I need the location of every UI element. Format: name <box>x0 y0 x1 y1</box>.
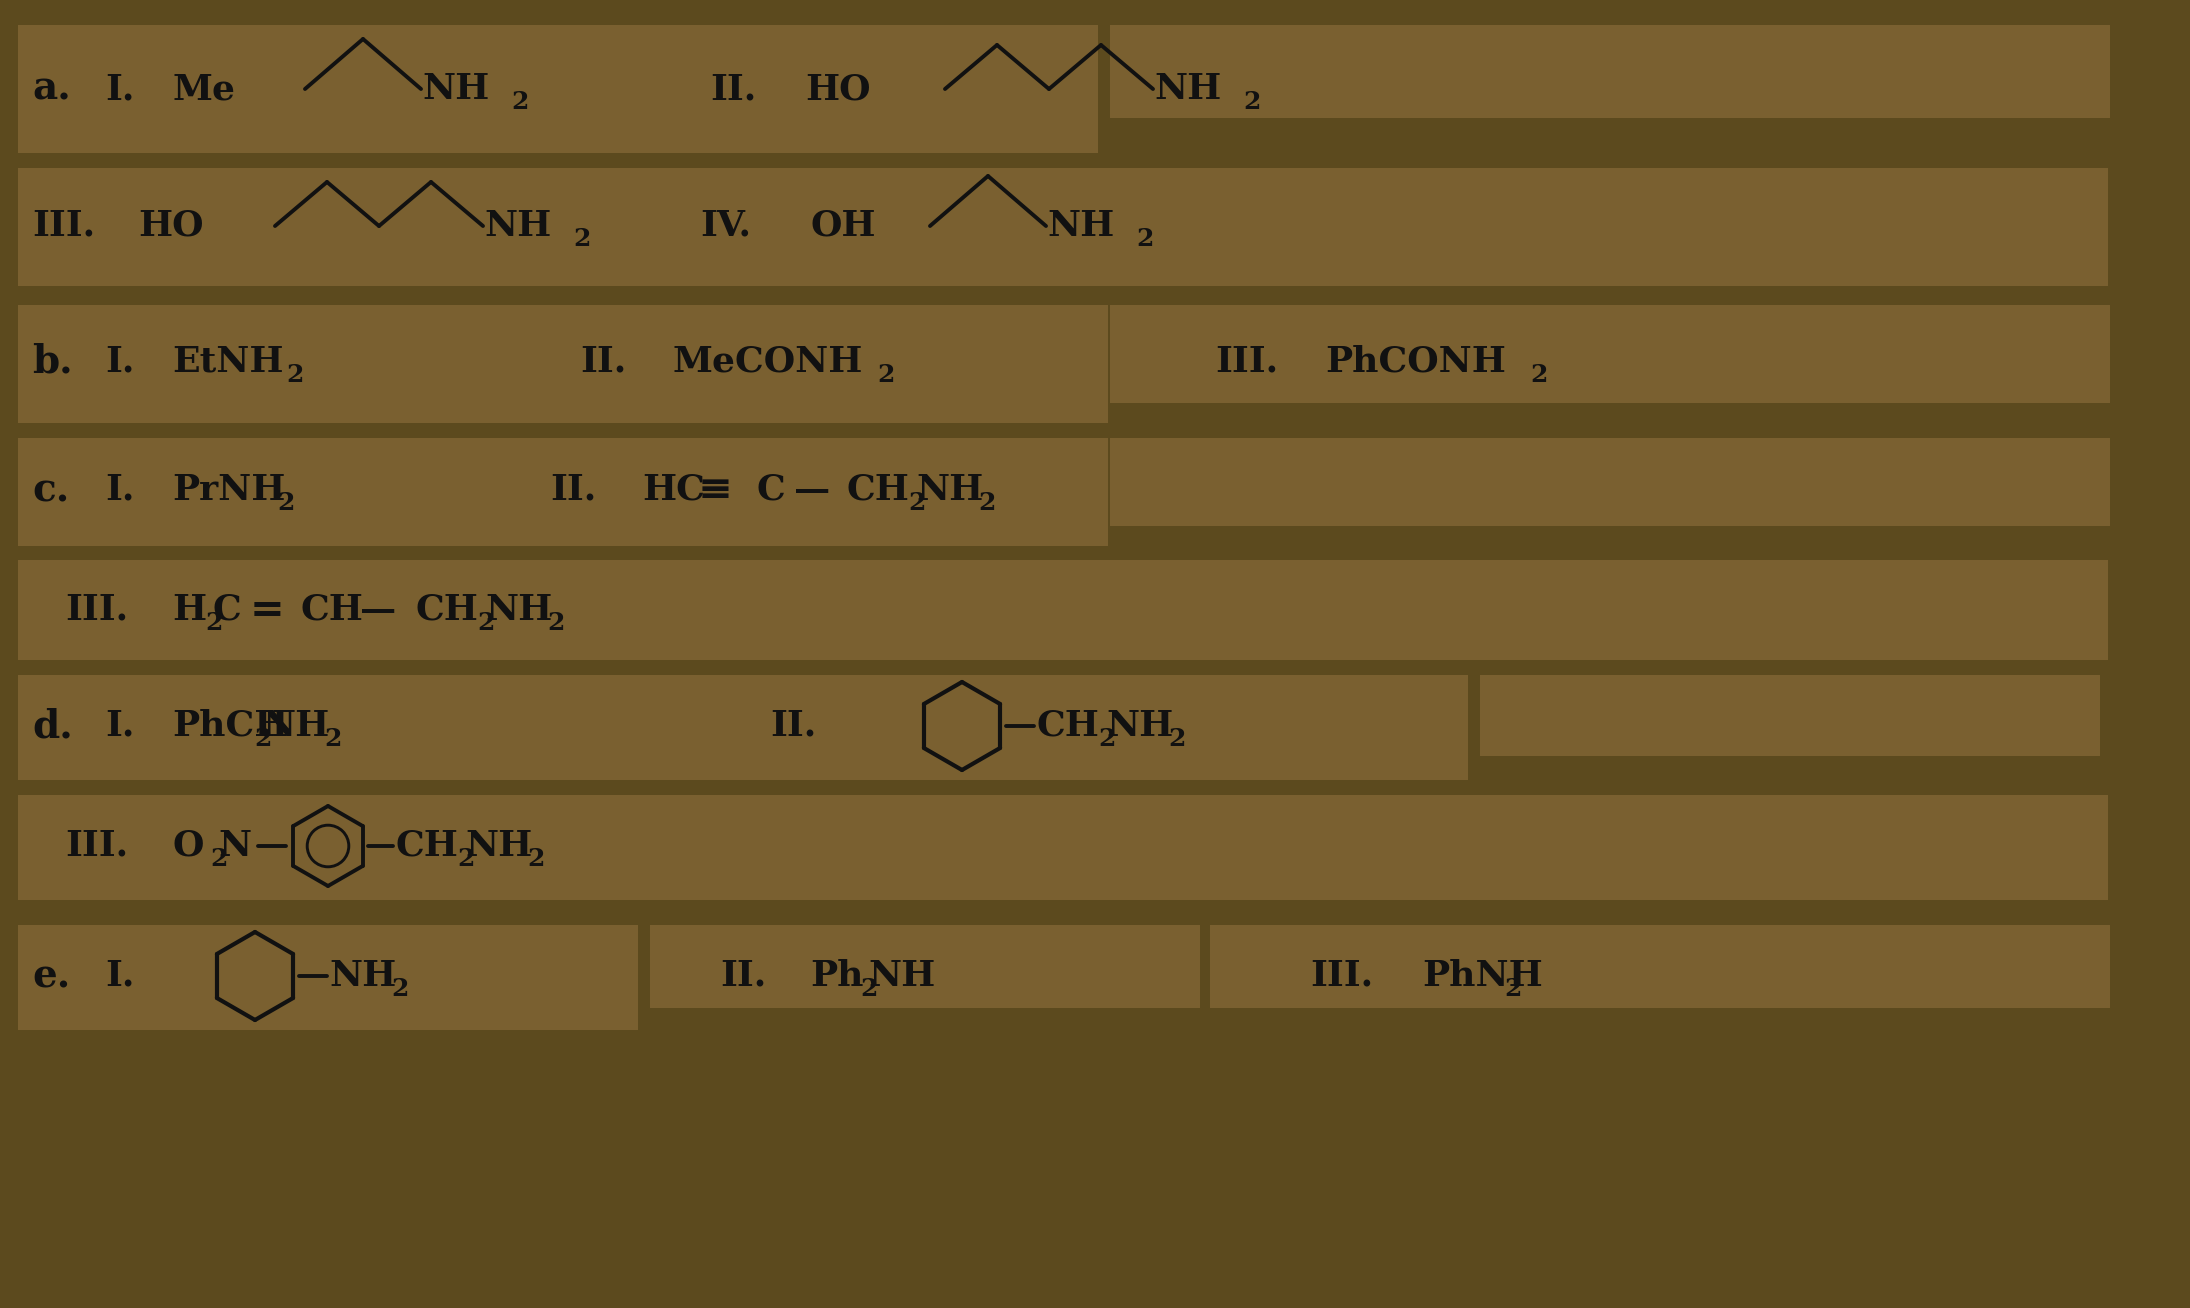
Text: 2: 2 <box>528 848 545 871</box>
Text: 2: 2 <box>477 611 495 634</box>
Text: 2: 2 <box>324 727 342 751</box>
Text: C: C <box>756 473 784 508</box>
Text: NH: NH <box>484 209 552 243</box>
Text: NH: NH <box>1154 72 1222 106</box>
FancyBboxPatch shape <box>18 560 2109 661</box>
Text: 2: 2 <box>1137 228 1154 251</box>
Text: CH: CH <box>414 593 477 627</box>
Text: b.: b. <box>33 343 72 381</box>
Text: 2: 2 <box>1167 727 1185 751</box>
Text: C: C <box>212 593 241 627</box>
Text: NH: NH <box>328 959 396 993</box>
Text: 2: 2 <box>979 490 996 515</box>
Text: NH: NH <box>1106 709 1174 743</box>
Text: e.: e. <box>33 957 70 995</box>
Text: 2: 2 <box>876 364 894 387</box>
Text: O: O <box>173 829 204 863</box>
Text: HO: HO <box>138 209 204 243</box>
Text: PhNH: PhNH <box>1421 959 1542 993</box>
Text: I.: I. <box>105 72 134 106</box>
Text: NH: NH <box>1047 209 1115 243</box>
Text: CH: CH <box>394 829 458 863</box>
Text: H: H <box>173 593 206 627</box>
Text: III.: III. <box>66 593 129 627</box>
Text: 2: 2 <box>254 727 272 751</box>
FancyBboxPatch shape <box>18 25 1097 153</box>
Text: NH: NH <box>484 593 552 627</box>
Text: N: N <box>219 829 252 863</box>
FancyBboxPatch shape <box>1480 675 2100 756</box>
Text: 2: 2 <box>1505 977 1522 1001</box>
Text: PhCONH: PhCONH <box>1325 345 1507 379</box>
Text: CH: CH <box>300 593 364 627</box>
Text: —: — <box>359 593 396 627</box>
Text: NH: NH <box>263 709 328 743</box>
Text: Ph: Ph <box>810 959 863 993</box>
Text: d.: d. <box>33 708 72 746</box>
Text: c.: c. <box>33 471 70 509</box>
Text: CH: CH <box>845 473 909 508</box>
Text: PhCH: PhCH <box>173 709 289 743</box>
Text: HO: HO <box>806 72 869 106</box>
Text: 2: 2 <box>392 977 407 1001</box>
Text: 2: 2 <box>206 611 223 634</box>
Text: NH: NH <box>464 829 532 863</box>
Text: 2: 2 <box>1244 90 1261 114</box>
Text: 2: 2 <box>276 490 293 515</box>
Text: II.: II. <box>721 959 766 993</box>
Text: 2: 2 <box>1097 727 1115 751</box>
Text: EtNH: EtNH <box>173 345 283 379</box>
Text: 2: 2 <box>1531 364 1548 387</box>
Text: HC: HC <box>642 473 705 508</box>
Text: 2: 2 <box>548 611 565 634</box>
Text: a.: a. <box>33 71 70 109</box>
Text: NH: NH <box>423 72 488 106</box>
FancyBboxPatch shape <box>1110 305 2109 403</box>
Text: I.: I. <box>105 959 134 993</box>
FancyBboxPatch shape <box>1110 438 2109 526</box>
FancyBboxPatch shape <box>1211 925 2109 1008</box>
Text: II.: II. <box>771 709 817 743</box>
Text: I.: I. <box>105 709 134 743</box>
FancyBboxPatch shape <box>650 925 1200 1008</box>
Text: III.: III. <box>33 209 94 243</box>
Text: I.: I. <box>105 473 134 508</box>
Text: III.: III. <box>66 829 129 863</box>
FancyBboxPatch shape <box>1110 25 2109 118</box>
Text: III.: III. <box>1215 345 1279 379</box>
Text: 2: 2 <box>510 90 528 114</box>
Text: 2: 2 <box>287 364 304 387</box>
Text: 2: 2 <box>909 490 926 515</box>
Text: Me: Me <box>173 72 234 106</box>
FancyBboxPatch shape <box>18 795 2109 900</box>
Text: III.: III. <box>1310 959 1373 993</box>
Text: II.: II. <box>580 345 626 379</box>
Text: —: — <box>795 473 830 508</box>
Text: OH: OH <box>810 209 876 243</box>
Text: 2: 2 <box>861 977 878 1001</box>
Text: II.: II. <box>710 72 756 106</box>
Text: CH: CH <box>1036 709 1099 743</box>
Text: NH: NH <box>915 473 983 508</box>
FancyBboxPatch shape <box>18 438 1108 545</box>
FancyBboxPatch shape <box>18 167 2109 286</box>
FancyBboxPatch shape <box>18 305 1108 422</box>
Text: 2: 2 <box>210 848 228 871</box>
Text: MeCONH: MeCONH <box>672 345 863 379</box>
FancyBboxPatch shape <box>18 675 1467 780</box>
FancyBboxPatch shape <box>18 925 637 1029</box>
Text: PrNH: PrNH <box>173 473 285 508</box>
Text: 2: 2 <box>458 848 475 871</box>
Text: =: = <box>250 589 285 630</box>
Text: II.: II. <box>550 473 596 508</box>
Text: NH: NH <box>867 959 935 993</box>
Text: IV.: IV. <box>701 209 751 243</box>
Text: I.: I. <box>105 345 134 379</box>
Text: 2: 2 <box>574 228 591 251</box>
Text: ≡: ≡ <box>699 470 734 511</box>
